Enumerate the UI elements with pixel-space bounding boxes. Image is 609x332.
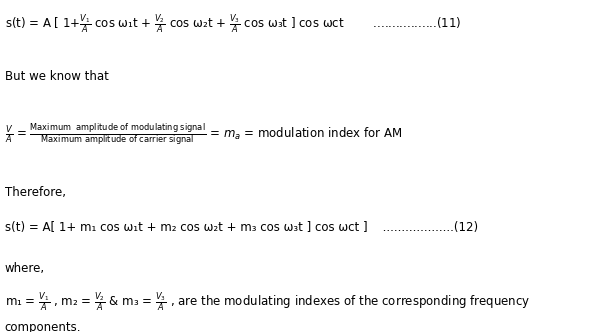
Text: But we know that: But we know that bbox=[5, 70, 109, 83]
Text: components.: components. bbox=[5, 321, 82, 332]
Text: s(t) = A[ 1+ m₁ cos ω₁t + m₂ cos ω₂t + m₃ cos ω₃t ] cos ωᴄt ]    ...............: s(t) = A[ 1+ m₁ cos ω₁t + m₂ cos ω₂t + m… bbox=[5, 221, 478, 234]
Text: $\frac{V}{A}$ = $\frac{\mathrm{Maximum\ \ amplitude\ of\ modulating\ signal}}{\m: $\frac{V}{A}$ = $\frac{\mathrm{Maximum\ … bbox=[5, 121, 403, 147]
Text: s(t) = A [ 1+$\frac{V_1}{A}$ cos ω₁t + $\frac{V_2}{A}$ cos ω₂t + $\frac{V_3}{A}$: s(t) = A [ 1+$\frac{V_1}{A}$ cos ω₁t + $… bbox=[5, 13, 462, 37]
Text: where,: where, bbox=[5, 262, 45, 275]
Text: Therefore,: Therefore, bbox=[5, 186, 66, 199]
Text: m₁ = $\frac{V_1}{A}$ , m₂ = $\frac{V_2}{A}$ & m₃ = $\frac{V_3}{A}$ , are the mod: m₁ = $\frac{V_1}{A}$ , m₂ = $\frac{V_2}{… bbox=[5, 290, 530, 314]
